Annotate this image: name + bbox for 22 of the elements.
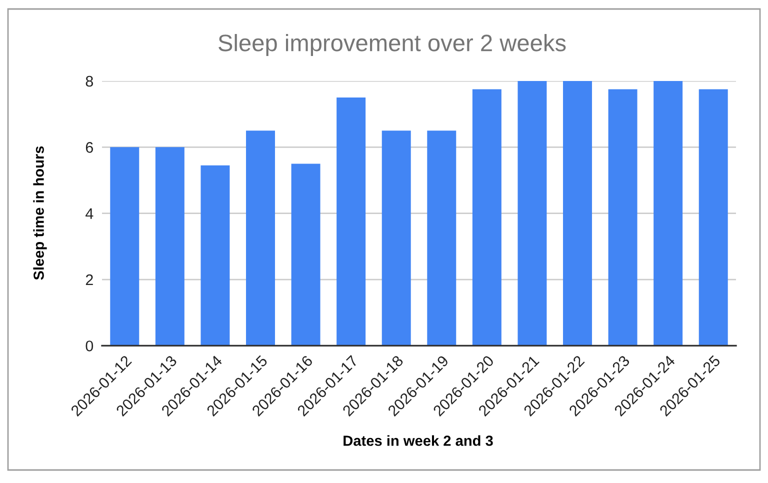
bar xyxy=(291,164,320,346)
bar xyxy=(110,147,140,346)
bar xyxy=(382,130,411,346)
y-tick-label: 2 xyxy=(86,274,93,286)
y-tick-label: 4 xyxy=(86,208,94,219)
bar xyxy=(155,147,184,346)
y-tick-label: 8 xyxy=(86,76,94,87)
bar xyxy=(698,89,728,346)
bar xyxy=(200,165,230,346)
y-tick-label: 6 xyxy=(86,142,93,153)
y-axis-title: Sleep time in hours xyxy=(33,146,47,280)
bar xyxy=(518,81,547,346)
bar xyxy=(563,81,592,346)
bar xyxy=(654,81,683,346)
bar xyxy=(336,98,366,346)
chart-title: Sleep improvement over 2 weeks xyxy=(218,34,566,56)
bar xyxy=(246,130,275,346)
bar xyxy=(427,130,456,346)
x-axis-title: Dates in week 2 and 3 xyxy=(344,435,493,446)
y-tick-label: 0 xyxy=(86,340,94,352)
bar xyxy=(472,89,502,346)
bar xyxy=(608,89,638,346)
